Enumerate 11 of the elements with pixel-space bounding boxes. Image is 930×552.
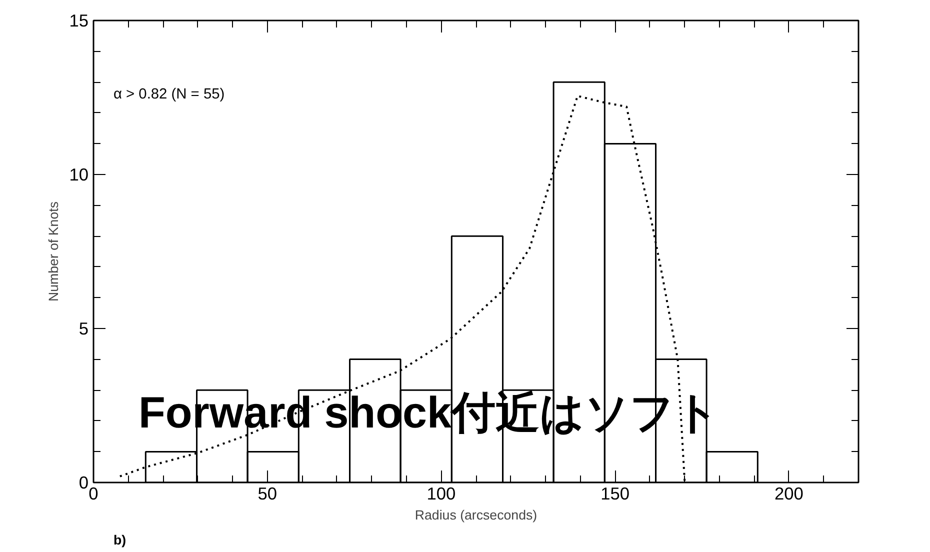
x-tick-label: 50	[258, 484, 278, 504]
x-axis-title: Radius (arcseconds)	[414, 508, 538, 522]
x-tick-label: 200	[774, 484, 804, 504]
y-tick-label: 15	[69, 10, 89, 30]
x-tick-label: 100	[426, 484, 456, 504]
text: b)	[114, 532, 126, 548]
y-tick-label: 5	[78, 318, 89, 338]
annotation: α > 0.82 (N = 55)	[114, 86, 225, 102]
y-tick-label: 10	[69, 164, 89, 184]
y-axis-title: Number of Knots	[46, 201, 62, 302]
x-tick-label: 150	[600, 484, 630, 504]
